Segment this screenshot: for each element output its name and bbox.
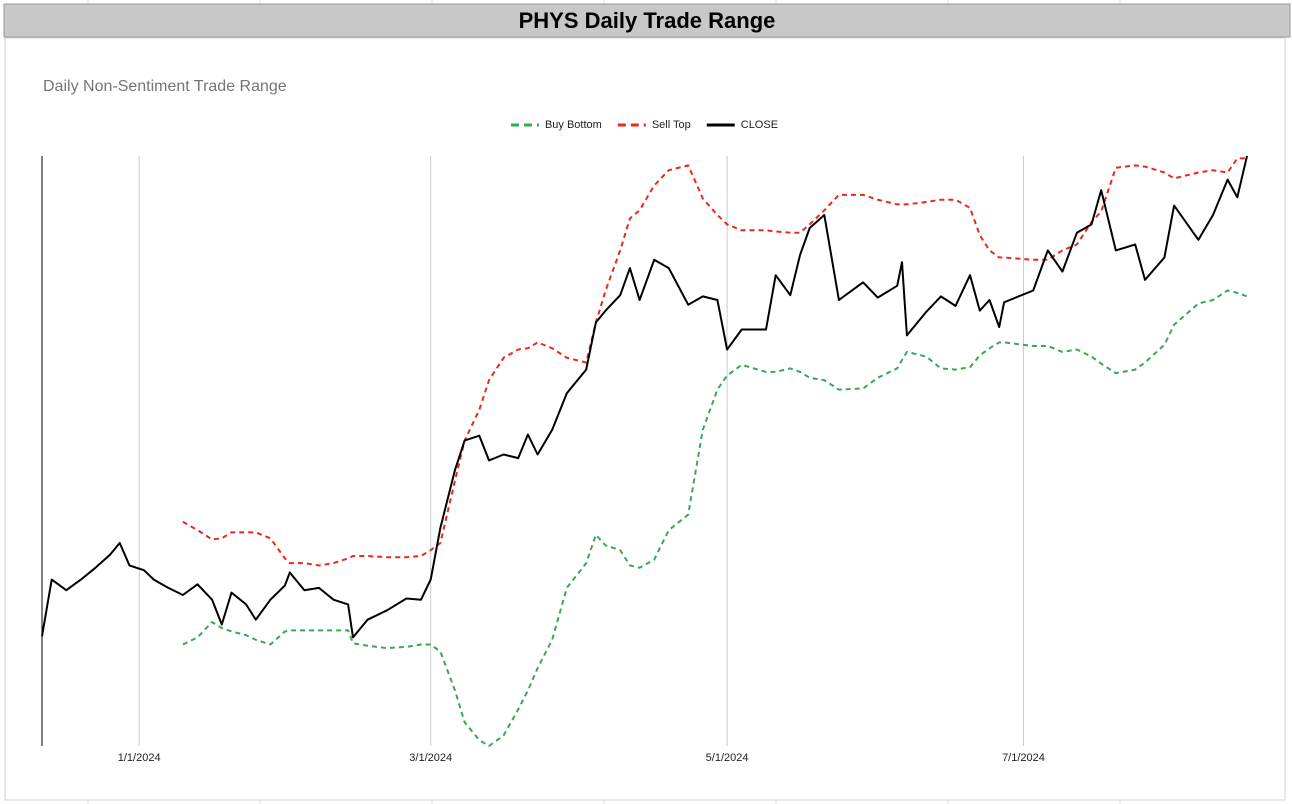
x-tick-label: 5/1/2024 [706,752,749,764]
x-tick-label: 7/1/2024 [1002,752,1045,764]
series-line [41,155,1248,639]
x-tick-label: 1/1/2024 [118,752,161,764]
legend-label: Sell Top [652,119,691,131]
series-line [182,157,1247,567]
header-bar [3,3,1291,38]
series-line [182,289,1248,747]
page-title: PHYS Daily Trade Range [519,8,776,33]
chart-panel [4,37,1286,801]
legend-label: CLOSE [741,119,778,131]
legend-label: Buy Bottom [545,119,602,131]
chart-title: Daily Non-Sentiment Trade Range [43,78,287,95]
x-tick-label: 3/1/2024 [409,752,452,764]
